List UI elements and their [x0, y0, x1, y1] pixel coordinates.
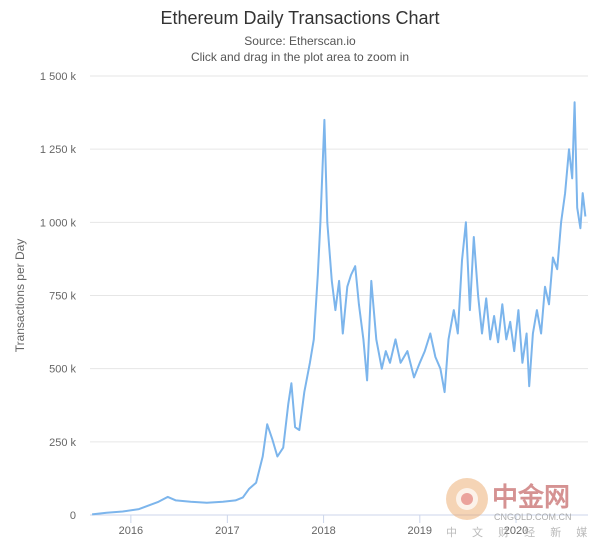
watermark: 中金网 CNGOLD.COM.CN 中 文 财 经 新 媒 体 [446, 478, 600, 539]
x-axis-tick-labels: 2016 2017 2018 2019 2020 [119, 515, 528, 537]
y-tick-label: 1 000 k [40, 217, 77, 229]
y-tick-label: 1 500 k [40, 71, 77, 83]
watermark-tagline: 中 文 财 经 新 媒 体 [446, 525, 600, 539]
y-axis-title: Transactions per Day [13, 239, 27, 353]
chart-title: Ethereum Daily Transactions Chart [160, 8, 439, 28]
chart-subtitle-zoom-hint: Click and drag in the plot area to zoom … [191, 50, 409, 64]
y-tick-label: 1 250 k [40, 144, 77, 156]
y-tick-label: 0 [70, 510, 76, 522]
x-tick-label: 2017 [215, 525, 239, 537]
series-line [91, 101, 587, 516]
series-layer [91, 101, 587, 516]
y-axis-tick-labels: 0 250 k 500 k 750 k 1 000 k 1 250 k 1 500 k [40, 71, 77, 522]
y-tick-label: 750 k [49, 291, 76, 303]
watermark-logo-core [461, 493, 473, 505]
watermark-brand: 中金网 [492, 482, 570, 512]
x-tick-label: 2018 [311, 525, 335, 537]
x-tick-label: 2020 [504, 525, 528, 537]
grid-lines [90, 75, 588, 443]
y-tick-label: 500 k [49, 364, 76, 376]
y-tick-label: 250 k [49, 437, 76, 449]
x-tick-label: 2019 [408, 525, 432, 537]
watermark-url: CNGOLD.COM.CN [494, 512, 572, 522]
plot-area[interactable] [90, 76, 588, 515]
chart-subtitle-source: Source: Etherscan.io [244, 34, 356, 48]
x-tick-label: 2016 [119, 525, 143, 537]
